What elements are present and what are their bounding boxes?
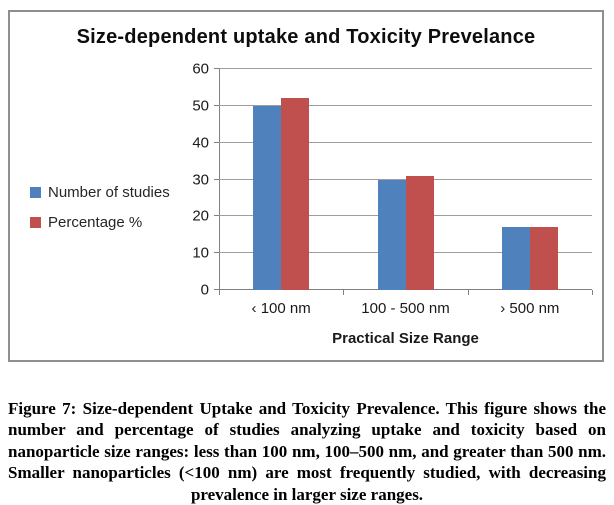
gridline (219, 68, 592, 69)
y-tick-label: 20 (192, 207, 209, 225)
x-tick-mark (592, 290, 593, 295)
x-axis-title: Practical Size Range (332, 330, 479, 347)
y-axis-labels: 0 10 20 30 40 50 60 (165, 61, 209, 299)
legend-item-series1: Number of studies (30, 184, 170, 201)
y-tick-mark (214, 141, 219, 143)
legend-swatch (30, 187, 41, 198)
bar-percentage (529, 227, 558, 290)
x-category-label: › 500 nm (500, 300, 560, 317)
y-tick-mark (214, 215, 219, 217)
y-axis-line (219, 69, 220, 290)
y-tick-mark (214, 68, 219, 69)
legend-label: Percentage % (48, 214, 143, 231)
y-tick-mark (214, 178, 219, 180)
bar-chart: Size-dependent uptake and Toxicity Preve… (8, 10, 604, 362)
plot-area (214, 68, 593, 295)
y-tick-mark (214, 252, 219, 254)
legend-item-series2: Percentage % (30, 214, 170, 231)
legend-label: Number of studies (48, 184, 170, 201)
bar-percentage (281, 98, 310, 290)
y-tick-label: 50 (192, 97, 209, 115)
figure-caption: Figure 7: Size-dependent Uptake and Toxi… (8, 399, 606, 504)
y-tick-mark (214, 104, 219, 106)
bar-percentage (405, 175, 434, 290)
legend-swatch (30, 217, 41, 228)
y-tick-label: 60 (192, 60, 209, 78)
gridline (219, 141, 592, 143)
x-axis-labels: ‹ 100 nm 100 - 500 nm › 500 nm (219, 300, 592, 320)
y-tick-label: 30 (192, 171, 209, 188)
bar-number-of-studies (501, 227, 530, 290)
bar-number-of-studies (253, 105, 282, 290)
gridline (219, 104, 592, 106)
legend: Number of studies Percentage % (30, 184, 170, 244)
chart-title: Size-dependent uptake and Toxicity Preve… (76, 26, 536, 48)
x-category-label: 100 - 500 nm (361, 300, 450, 317)
x-category-label: ‹ 100 nm (251, 300, 311, 317)
y-tick-label: 40 (192, 134, 209, 152)
x-tick-mark (219, 290, 220, 295)
bar-number-of-studies (377, 179, 406, 290)
y-tick-label: 0 (200, 281, 209, 299)
x-tick-mark (343, 290, 345, 295)
y-tick-label: 10 (192, 244, 209, 262)
x-tick-mark (467, 290, 469, 295)
y-tick-mark (214, 289, 219, 290)
